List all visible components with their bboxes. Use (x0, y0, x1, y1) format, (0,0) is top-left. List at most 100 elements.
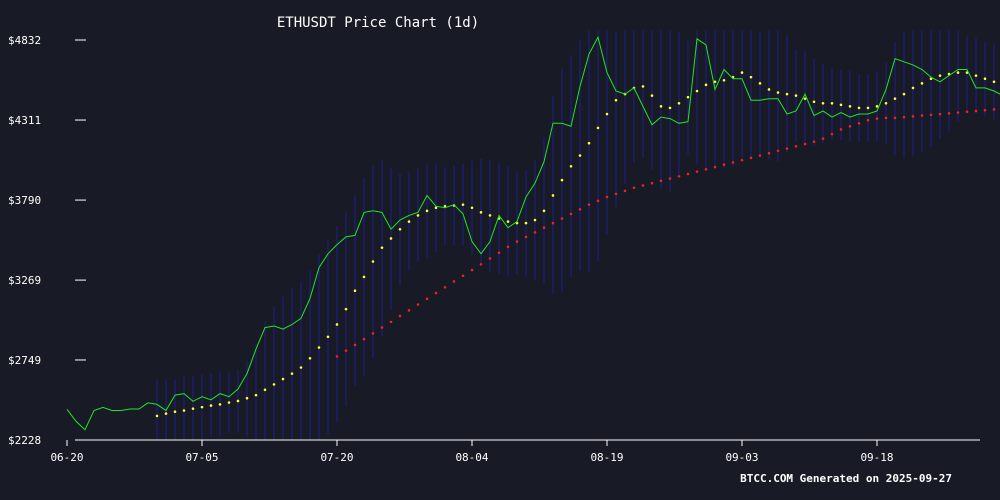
ma-short-point (371, 260, 375, 263)
ma-short-point (767, 88, 771, 91)
ma-short-point (443, 204, 447, 208)
x-tick-label: 07-05 (185, 451, 218, 464)
ma-long-point (866, 118, 870, 122)
x-tick-label: 09-03 (725, 451, 758, 464)
ma-short-point (209, 404, 213, 407)
ma-long-point (353, 343, 357, 347)
ma-short-point (488, 214, 492, 217)
ma-long-point (776, 149, 780, 153)
y-tick-label: $3790 (8, 194, 41, 207)
ma-short-point (560, 178, 564, 182)
ma-long-point (722, 163, 726, 167)
ma-long-point (947, 111, 951, 115)
ma-long-point (830, 132, 834, 136)
ma-short-point (416, 214, 420, 217)
ma-short-point (911, 86, 915, 90)
ma-long-point (785, 147, 789, 150)
ma-long-point (623, 189, 627, 193)
ma-short-point (434, 206, 438, 210)
ma-long-point (380, 326, 384, 329)
ma-short-point (866, 106, 870, 110)
ma-short-point (686, 95, 690, 99)
ma-long-point (848, 125, 852, 128)
ma-long-point (920, 114, 924, 117)
ma-short-point (722, 78, 726, 82)
ma-short-point (299, 366, 303, 369)
ma-short-point (587, 141, 591, 145)
ma-short-point (398, 227, 402, 231)
x-tick-label: 08-04 (455, 451, 488, 464)
ma-long-point (605, 195, 609, 199)
ma-short-point (668, 106, 672, 110)
ma-short-point (992, 80, 996, 84)
footer-generated-label: BTCC.COM Generated on 2025-09-27 (740, 472, 952, 485)
ma-short-point (254, 393, 258, 397)
y-tick-label: $4832 (8, 34, 41, 47)
y-ticks: $2228 $2749 $3269 $3790 $4311 $4832 (8, 34, 86, 447)
ma-long-point (695, 170, 699, 173)
ma-short-point (614, 98, 618, 102)
x-tick-label: 07-20 (320, 451, 353, 464)
ma-long-point (551, 221, 555, 225)
ma-long-point (506, 245, 510, 249)
ma-long-point (560, 217, 564, 220)
ma-long-point (821, 137, 825, 140)
ma-long-point (596, 199, 600, 203)
ma-short-point (263, 388, 267, 392)
ma-long-point (362, 337, 366, 341)
y-tick-label: $3269 (8, 274, 41, 287)
ma-long-point (983, 108, 987, 112)
ma-short-point (596, 126, 600, 130)
ma-long-point (578, 207, 582, 211)
ma-short-point (551, 194, 555, 197)
ma-long-point (371, 332, 375, 335)
ma-long-point (488, 257, 492, 260)
ma-short-point (461, 203, 465, 206)
ma-short-point (938, 74, 942, 77)
ma-short-point (533, 218, 537, 222)
ma-long-point (740, 158, 744, 162)
ma-long-point (335, 355, 339, 358)
chart-title: ETHUSDT Price Chart (1d) (277, 15, 479, 31)
ma-short-point (182, 409, 186, 412)
ma-long-point (902, 115, 906, 119)
ma-short-point (758, 82, 762, 85)
ma-short-point (713, 80, 717, 84)
ma-short-point (740, 71, 744, 74)
ma-long-point (569, 212, 573, 216)
ma-short-point (542, 209, 546, 213)
ma-long-point (884, 116, 888, 120)
y-tick-label: $2749 (8, 354, 41, 367)
ma-long-point (497, 251, 501, 255)
ma-long-point (524, 235, 528, 239)
ma-short-point (659, 105, 663, 108)
y-tick-label: $4311 (8, 114, 41, 127)
ma-long-point (956, 111, 960, 114)
ma-long-point (641, 184, 645, 187)
ma-long-point (677, 174, 681, 178)
ma-long-point (911, 115, 915, 118)
ma-long-point (389, 320, 393, 324)
ma-short-point (317, 346, 321, 349)
ma-short-point (902, 92, 906, 96)
x-tick-label: 06-20 (50, 451, 83, 464)
ma-short-point (974, 74, 978, 77)
y-tick-label: $2228 (8, 434, 41, 447)
series (66, 35, 1000, 431)
ma-long-point (443, 286, 447, 289)
ma-long-point (452, 280, 456, 283)
ma-long-point (659, 179, 663, 183)
ma-long-point (416, 303, 420, 306)
ma-short-point (749, 75, 753, 79)
ma-long-point (992, 108, 996, 111)
ma-long-point (515, 240, 519, 243)
ma-long-point (767, 151, 771, 155)
ma-long-point (461, 274, 465, 278)
ma-short-point (884, 101, 888, 105)
ma-short-point (470, 206, 474, 210)
ma-long-point (587, 203, 591, 206)
ma-long-point (938, 112, 942, 116)
ma-short-point (956, 71, 960, 74)
